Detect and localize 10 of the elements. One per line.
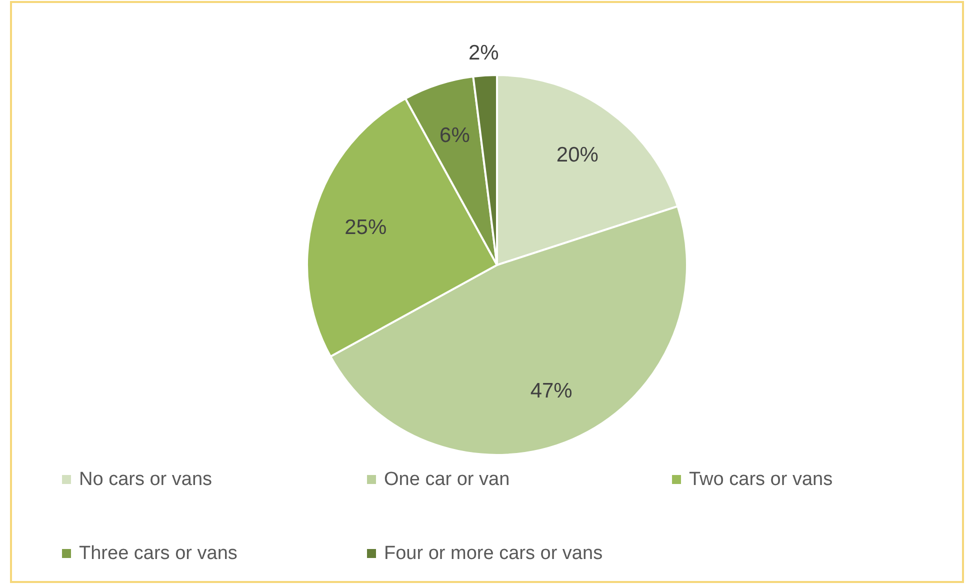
legend-label: Two cars or vans <box>689 469 833 490</box>
data-label: 2% <box>468 42 499 65</box>
data-label: 47% <box>530 380 572 403</box>
legend-label: Three cars or vans <box>79 543 238 564</box>
legend-label: No cars or vans <box>79 469 212 490</box>
data-label: 25% <box>344 216 387 239</box>
data-label: 20% <box>556 143 598 166</box>
legend-label: One car or van <box>384 469 510 490</box>
legend-label: Four or more cars or vans <box>384 543 603 564</box>
data-label: 6% <box>440 124 470 147</box>
